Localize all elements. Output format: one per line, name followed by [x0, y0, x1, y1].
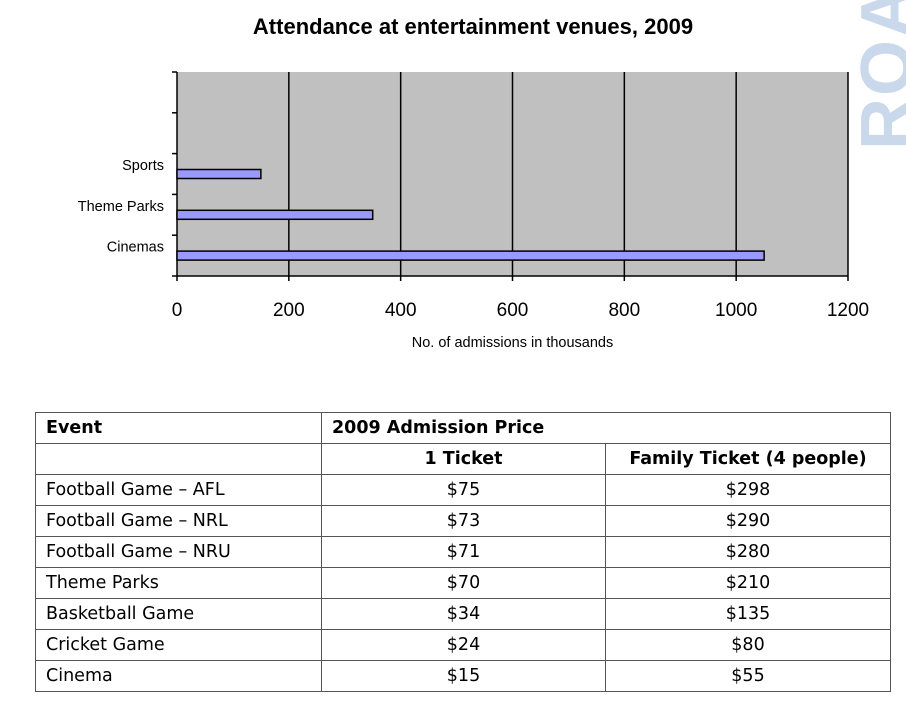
- table-row: Cinema $15 $55: [35, 660, 891, 692]
- category-label: Sports: [122, 158, 164, 174]
- table-row: Football Game – NRL $73 $290: [35, 505, 891, 537]
- subheader-family: Family Ticket (4 people): [605, 443, 891, 475]
- chart: ROA Attendance at entertainment venues, …: [78, 0, 906, 351]
- event-cell: Football Game – NRL: [35, 505, 322, 537]
- family-ticket-cell: $210: [605, 567, 891, 599]
- single-ticket-cell: $75: [321, 474, 606, 506]
- x-tick-label: 1000: [715, 300, 757, 321]
- table-row: Football Game – AFL $75 $298: [35, 474, 891, 506]
- single-ticket-cell: $34: [321, 598, 606, 630]
- family-ticket-cell: $290: [605, 505, 891, 537]
- x-tick-label: 200: [273, 300, 305, 321]
- header-event: Event: [35, 412, 322, 444]
- subheader-single: 1 Ticket: [321, 443, 606, 475]
- single-ticket-cell: $24: [321, 629, 606, 661]
- event-cell: Football Game – NRU: [35, 536, 322, 568]
- event-cell: Cinema: [35, 660, 322, 692]
- event-cell: Cricket Game: [35, 629, 322, 661]
- category-label: Cinemas: [107, 240, 164, 256]
- table-body: Football Game – AFL $75 $298 Football Game …: [35, 474, 891, 692]
- table-row: Football Game – NRU $71 $280: [35, 536, 891, 568]
- event-cell: Football Game – AFL: [35, 474, 322, 506]
- table-row: Cricket Game $24 $80: [35, 629, 891, 661]
- family-ticket-cell: $135: [605, 598, 891, 630]
- x-tick-label: 400: [385, 300, 417, 321]
- table-header-row: Event 2009 Admission Price: [35, 412, 891, 444]
- bar: [176, 209, 374, 221]
- chart-title: Attendance at entertainment venues, 2009: [252, 14, 694, 39]
- table-row: Theme Parks $70 $210: [35, 567, 891, 599]
- header-price: 2009 Admission Price: [321, 412, 891, 444]
- single-ticket-cell: $70: [321, 567, 606, 599]
- admission-price-table: Event 2009 Admission Price 1 Ticket Fami…: [35, 412, 891, 692]
- family-ticket-cell: $55: [605, 660, 891, 692]
- single-ticket-cell: $15: [321, 660, 606, 692]
- x-tick-label: 800: [608, 300, 640, 321]
- single-ticket-cell: $73: [321, 505, 606, 537]
- bar: [176, 250, 765, 261]
- family-ticket-cell: $80: [605, 629, 891, 661]
- table-subheader-row: 1 Ticket Family Ticket (4 people): [35, 443, 891, 475]
- event-cell: Theme Parks: [35, 567, 322, 599]
- family-ticket-cell: $298: [605, 474, 891, 506]
- x-tick-label: 0: [172, 300, 183, 321]
- family-ticket-cell: $280: [605, 536, 891, 568]
- x-tick-label: 1200: [827, 300, 869, 321]
- x-tick-label: 600: [497, 300, 529, 321]
- bar-chart: 0 200 400 600 800 1000 1200 No. of admissions i…: [78, 71, 869, 351]
- bar: [176, 168, 262, 180]
- single-ticket-cell: $71: [321, 536, 606, 568]
- x-axis-label: No. of admissions in thousands: [412, 335, 614, 351]
- table-row: Basketball Game $34 $135: [35, 598, 891, 630]
- category-label: Theme Parks: [78, 199, 164, 215]
- subheader-empty: [35, 443, 322, 475]
- event-cell: Basketball Game: [35, 598, 322, 630]
